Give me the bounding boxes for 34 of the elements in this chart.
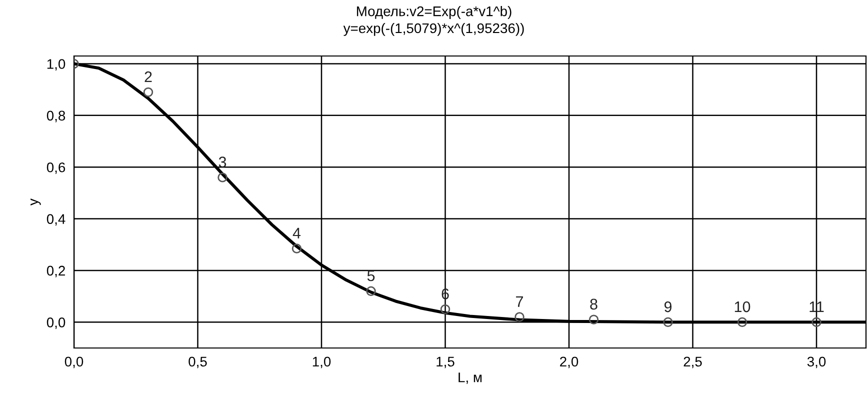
annotation: 9 [664, 301, 672, 312]
x-tick-label: 3,0 [807, 356, 826, 368]
point [218, 172, 228, 182]
x-tick-label: 0,0 [64, 356, 84, 368]
x-tick-label: 0,5 [188, 356, 207, 368]
point [737, 317, 748, 328]
annotation: 8 [590, 298, 598, 310]
x-axis-title: L, м [458, 372, 482, 384]
y-tick-label: 1,0 [47, 59, 66, 71]
y-tick-label: 0,2 [46, 266, 65, 278]
annotation: 10 [734, 301, 750, 312]
point [143, 87, 154, 98]
point [292, 244, 302, 254]
point [588, 314, 599, 324]
x-tick-label: 1,0 [312, 356, 331, 368]
y-tick-label: 0,6 [46, 162, 66, 174]
x-tick-label: 2,5 [684, 356, 702, 368]
y-tick-label: 0,0 [46, 317, 66, 329]
annotation: 7 [516, 296, 523, 307]
y-tick-label: 0,8 [46, 110, 66, 122]
annotation: 2 [144, 71, 152, 82]
annotation: 5 [367, 270, 375, 282]
point [663, 317, 673, 328]
point [812, 317, 822, 328]
point [440, 304, 450, 314]
point [366, 286, 376, 296]
point [514, 312, 524, 322]
y-tick-label: 0,4 [46, 214, 66, 226]
annotation: 3 [218, 156, 226, 168]
chart-title: Модель:v2=Exp(-a*v1^b) y=exp(-(1,5079)*x^(1,95236)) [343, 6, 524, 36]
y-axis-title: y [30, 198, 41, 206]
annotation: 4 [292, 228, 301, 238]
x-tick-label: 2,0 [560, 356, 578, 368]
x-tick-label: 1,5 [436, 356, 454, 368]
